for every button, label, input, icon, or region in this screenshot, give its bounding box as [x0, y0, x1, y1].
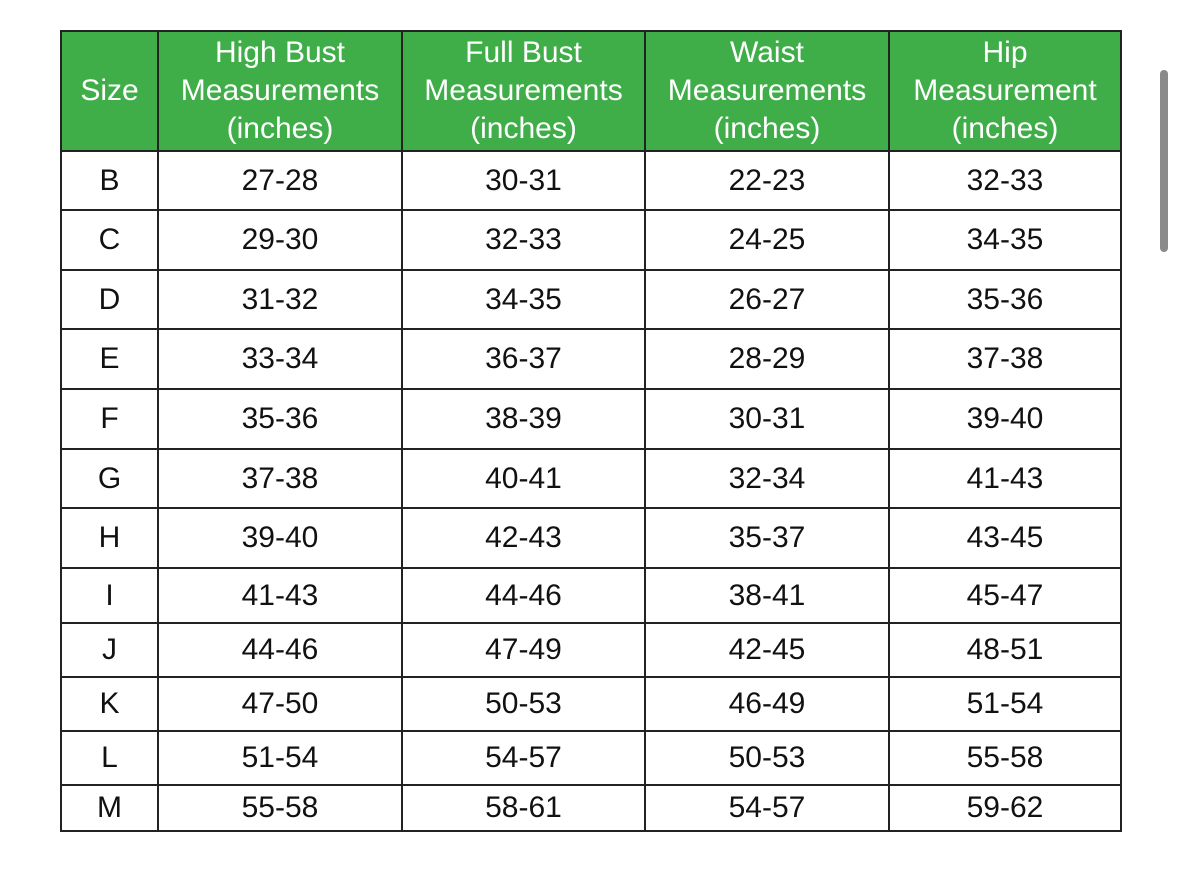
- cell-high-bust: 44-46: [157, 622, 403, 678]
- cell-waist: 38-41: [644, 567, 890, 624]
- table-row: B 27-28 30-31 22-23 32-33: [60, 150, 1122, 211]
- table-row: E 33-34 36-37 28-29 37-38: [60, 328, 1122, 390]
- cell-high-bust: 27-28: [157, 150, 403, 211]
- cell-full-bust: 32-33: [401, 209, 646, 271]
- cell-hip: 34-35: [888, 209, 1122, 271]
- cell-hip: 55-58: [888, 730, 1122, 786]
- cell-high-bust: 33-34: [157, 328, 403, 390]
- cell-full-bust: 36-37: [401, 328, 646, 390]
- cell-waist: 42-45: [644, 622, 890, 678]
- table-row: C 29-30 32-33 24-25 34-35: [60, 209, 1122, 271]
- cell-high-bust: 55-58: [157, 784, 403, 832]
- table-row: J 44-46 47-49 42-45 48-51: [60, 622, 1122, 678]
- cell-full-bust: 58-61: [401, 784, 646, 832]
- cell-high-bust: 29-30: [157, 209, 403, 271]
- cell-hip: 39-40: [888, 388, 1122, 450]
- cell-size: D: [60, 269, 159, 330]
- cell-full-bust: 38-39: [401, 388, 646, 450]
- cell-full-bust: 50-53: [401, 676, 646, 732]
- cell-waist: 24-25: [644, 209, 890, 271]
- cell-full-bust: 34-35: [401, 269, 646, 330]
- table-row: I 41-43 44-46 38-41 45-47: [60, 567, 1122, 624]
- scrollbar[interactable]: [1160, 70, 1168, 252]
- cell-high-bust: 41-43: [157, 567, 403, 624]
- cell-full-bust: 30-31: [401, 150, 646, 211]
- cell-high-bust: 31-32: [157, 269, 403, 330]
- table-row: M 55-58 58-61 54-57 59-62: [60, 784, 1122, 832]
- header-high-bust: High Bust Measurements (inches): [157, 30, 403, 152]
- cell-size: M: [60, 784, 159, 832]
- cell-waist: 22-23: [644, 150, 890, 211]
- cell-hip: 51-54: [888, 676, 1122, 732]
- cell-waist: 46-49: [644, 676, 890, 732]
- table-row: H 39-40 42-43 35-37 43-45: [60, 507, 1122, 569]
- size-chart-table: Size High Bust Measurements (inches) Ful…: [60, 30, 1122, 832]
- cell-hip: 45-47: [888, 567, 1122, 624]
- cell-size: L: [60, 730, 159, 786]
- cell-full-bust: 42-43: [401, 507, 646, 569]
- table-row: L 51-54 54-57 50-53 55-58: [60, 730, 1122, 786]
- header-size: Size: [60, 30, 159, 152]
- cell-hip: 48-51: [888, 622, 1122, 678]
- header-waist: Waist Measurements (inches): [644, 30, 890, 152]
- cell-full-bust: 47-49: [401, 622, 646, 678]
- header-row: Size High Bust Measurements (inches) Ful…: [60, 30, 1122, 152]
- cell-waist: 26-27: [644, 269, 890, 330]
- cell-waist: 54-57: [644, 784, 890, 832]
- cell-high-bust: 47-50: [157, 676, 403, 732]
- cell-size: E: [60, 328, 159, 390]
- cell-hip: 35-36: [888, 269, 1122, 330]
- cell-hip: 41-43: [888, 448, 1122, 509]
- cell-hip: 59-62: [888, 784, 1122, 832]
- cell-high-bust: 51-54: [157, 730, 403, 786]
- cell-size: I: [60, 567, 159, 624]
- cell-full-bust: 40-41: [401, 448, 646, 509]
- cell-waist: 30-31: [644, 388, 890, 450]
- cell-waist: 32-34: [644, 448, 890, 509]
- cell-waist: 35-37: [644, 507, 890, 569]
- cell-size: J: [60, 622, 159, 678]
- cell-size: F: [60, 388, 159, 450]
- table-row: G 37-38 40-41 32-34 41-43: [60, 448, 1122, 509]
- cell-high-bust: 37-38: [157, 448, 403, 509]
- table-row: F 35-36 38-39 30-31 39-40: [60, 388, 1122, 450]
- cell-full-bust: 54-57: [401, 730, 646, 786]
- header-hip: Hip Measurement (inches): [888, 30, 1122, 152]
- cell-size: B: [60, 150, 159, 211]
- cell-waist: 28-29: [644, 328, 890, 390]
- cell-size: K: [60, 676, 159, 732]
- cell-size: H: [60, 507, 159, 569]
- header-full-bust: Full Bust Measurements (inches): [401, 30, 646, 152]
- table-row: D 31-32 34-35 26-27 35-36: [60, 269, 1122, 330]
- cell-size: G: [60, 448, 159, 509]
- cell-hip: 37-38: [888, 328, 1122, 390]
- cell-full-bust: 44-46: [401, 567, 646, 624]
- table-row: K 47-50 50-53 46-49 51-54: [60, 676, 1122, 732]
- cell-hip: 43-45: [888, 507, 1122, 569]
- cell-hip: 32-33: [888, 150, 1122, 211]
- cell-size: C: [60, 209, 159, 271]
- cell-waist: 50-53: [644, 730, 890, 786]
- cell-high-bust: 35-36: [157, 388, 403, 450]
- cell-high-bust: 39-40: [157, 507, 403, 569]
